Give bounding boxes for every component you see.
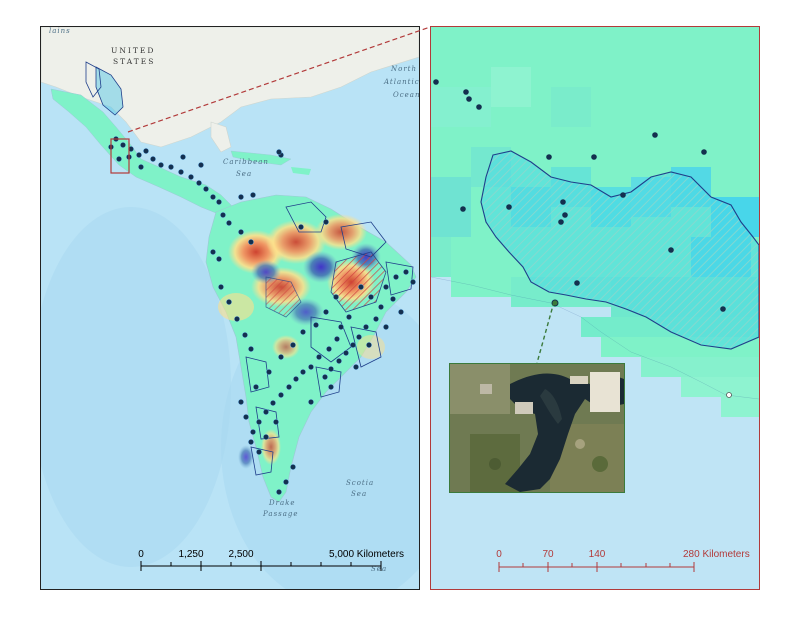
left-scale-tick-1: 1,250 — [178, 549, 203, 560]
scotia-label-1: Scotia — [346, 479, 374, 487]
left-scale-bar: 0 1,250 2,500 5,000 Kilometers — [138, 549, 404, 571]
caribbean-label-2: Sea — [236, 170, 252, 178]
weddell-label: Sea — [371, 565, 387, 573]
detail-site-points — [433, 79, 726, 312]
right-scale-bar: 0 70 140 280 Kilometers — [496, 549, 750, 572]
right-scale-tick-2: 140 — [589, 549, 606, 560]
site-points — [108, 136, 416, 495]
caribbean-label-1: Caribbean — [223, 158, 269, 166]
satellite-photo — [450, 364, 624, 492]
plains-label: lains — [49, 27, 71, 35]
right-scale-tick-0: 0 — [496, 549, 502, 560]
overview-map[interactable]: UNITED STATES lains North Atlantic Ocean… — [40, 26, 420, 590]
overview-map-canvas: UNITED STATES lains North Atlantic Ocean… — [41, 27, 419, 589]
drake-label-2: Passage — [262, 510, 299, 518]
detail-map[interactable]: 0 70 140 280 Kilometers — [430, 26, 760, 590]
scotia-label-2: Sea — [351, 490, 367, 498]
left-scale-tick-0: 0 — [138, 549, 144, 560]
inset-extent-box — [110, 138, 130, 174]
right-scale-tick-1: 70 — [542, 549, 554, 560]
country-label-states: STATES — [113, 57, 155, 66]
drake-label-1: Drake — [268, 499, 296, 507]
country-label-united: UNITED — [111, 46, 155, 55]
satellite-photo-inset[interactable] — [449, 363, 625, 493]
right-scale-tick-3: 280 Kilometers — [683, 549, 750, 560]
left-scale-tick-3: 5,000 Kilometers — [329, 549, 404, 560]
north-atlantic-label-2: Atlantic — [383, 78, 419, 86]
left-scale-tick-2: 2,500 — [228, 549, 253, 560]
outlet-point — [551, 299, 559, 307]
north-atlantic-label-1: North — [390, 65, 417, 73]
basin-boundary — [480, 150, 759, 350]
detail-map-canvas: 0 70 140 280 Kilometers — [431, 27, 759, 589]
north-atlantic-label-3: Ocean — [393, 91, 419, 99]
